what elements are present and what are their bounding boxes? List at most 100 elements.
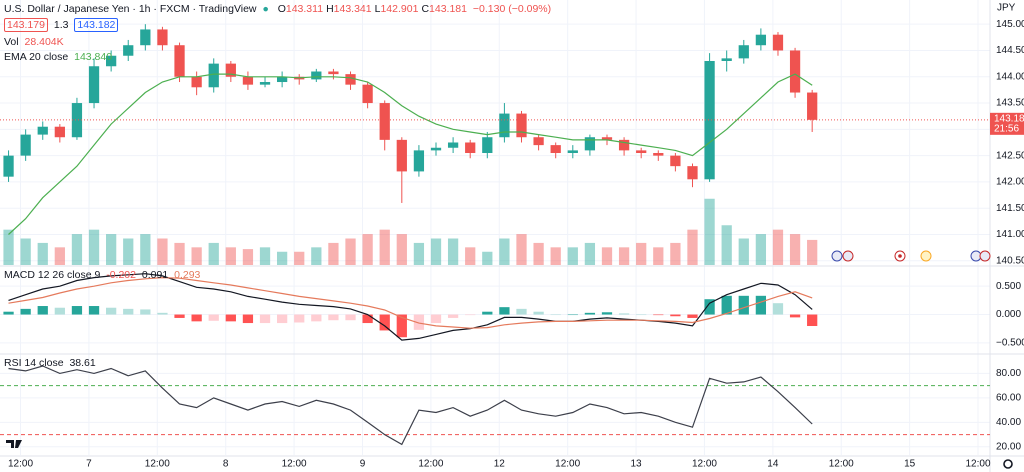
y-tick-label: 80.00 bbox=[996, 368, 1021, 379]
candle-body bbox=[550, 145, 561, 154]
histogram-bar bbox=[140, 309, 151, 315]
rsi-line bbox=[8, 365, 813, 446]
event-icons[interactable] bbox=[831, 250, 991, 262]
histogram-bar bbox=[54, 307, 65, 315]
candle-body bbox=[465, 142, 476, 154]
candle-body bbox=[618, 139, 630, 151]
volume-bar bbox=[3, 229, 14, 265]
volume-bar bbox=[20, 238, 31, 265]
ohlc-label: H bbox=[326, 3, 334, 15]
volume-bar bbox=[276, 251, 288, 265]
histogram-bar bbox=[755, 295, 767, 315]
event-flag[interactable] bbox=[831, 250, 843, 262]
histogram-bar bbox=[294, 314, 305, 323]
histogram-bar bbox=[242, 314, 254, 324]
candle-body bbox=[516, 113, 527, 138]
histogram-bar bbox=[447, 314, 459, 318]
x-tick-label: 12:00 bbox=[418, 459, 443, 470]
volume-bar bbox=[362, 234, 373, 265]
volume-bar bbox=[772, 229, 784, 265]
histogram-bar bbox=[20, 308, 31, 315]
symbol[interactable]: U.S. Dollar / Japanese Yen · 1h · FXCM ·… bbox=[4, 3, 257, 15]
ohlc-value: 143.311 bbox=[285, 3, 324, 15]
volume-bar bbox=[413, 242, 425, 265]
histogram-bar bbox=[362, 314, 373, 324]
volume-bar bbox=[225, 247, 236, 265]
candle-body bbox=[71, 103, 83, 138]
event-flag[interactable] bbox=[842, 250, 854, 262]
signal-line bbox=[8, 276, 813, 329]
volume-bar bbox=[157, 238, 168, 265]
volume-label: Vol bbox=[4, 36, 19, 48]
volume-bar bbox=[71, 234, 83, 265]
histogram-bar bbox=[3, 311, 14, 315]
candle-body bbox=[242, 76, 254, 85]
candle-body bbox=[738, 45, 749, 59]
buy-button[interactable]: 143.182 bbox=[74, 18, 119, 32]
event-flag[interactable] bbox=[920, 250, 932, 262]
y-tick-label: 141.500 bbox=[996, 203, 1024, 214]
volume-bar bbox=[601, 247, 613, 265]
candle-body bbox=[636, 150, 647, 154]
candle-body bbox=[328, 71, 339, 75]
volume-bar bbox=[294, 251, 305, 265]
histogram-bar bbox=[413, 314, 425, 330]
candle-body bbox=[140, 29, 151, 46]
ema-legend: EMA 20 close 143.840 bbox=[4, 51, 115, 63]
volume-bar bbox=[738, 238, 749, 265]
histogram-bar bbox=[567, 314, 578, 316]
histogram-bar bbox=[396, 314, 407, 338]
y-tick-label: 0.500 bbox=[996, 281, 1021, 292]
volume-bar bbox=[636, 242, 647, 265]
volume-bar bbox=[499, 238, 510, 265]
candle-body bbox=[20, 134, 31, 156]
candle-body bbox=[601, 137, 613, 140]
event-flag[interactable] bbox=[979, 250, 991, 262]
ohlc-label: L bbox=[374, 3, 381, 15]
histogram-bar bbox=[379, 314, 390, 331]
volume-bar bbox=[37, 242, 48, 265]
histogram-bar bbox=[550, 314, 561, 316]
price-tag-label: 143.181 bbox=[994, 113, 1024, 124]
volume-bar bbox=[242, 249, 254, 265]
y-tick-label: 144.500 bbox=[996, 45, 1024, 56]
histogram-bar bbox=[584, 312, 596, 315]
price-tag bbox=[990, 112, 1024, 135]
histogram-bar bbox=[482, 311, 493, 315]
volume-bar bbox=[618, 247, 630, 265]
candle-body bbox=[54, 126, 65, 138]
y-tick-label: 0.000 bbox=[996, 309, 1021, 320]
candle-body bbox=[259, 82, 271, 85]
candle-body bbox=[106, 55, 117, 67]
candle-body bbox=[755, 34, 767, 46]
volume-bar bbox=[755, 234, 767, 265]
currency: JPY bbox=[997, 3, 1016, 14]
histogram-bar bbox=[345, 314, 356, 321]
candle-body bbox=[687, 166, 698, 180]
volume-bar bbox=[259, 247, 271, 265]
x-tick-label: 15 bbox=[904, 459, 916, 470]
candle-body bbox=[174, 45, 185, 77]
candle-body bbox=[345, 74, 356, 85]
rsi-title: RSI 14 close bbox=[4, 357, 64, 369]
macd-legend: MACD 12 26 close 9 -0.202 0.091 0.293 bbox=[4, 269, 203, 281]
candle-body bbox=[191, 76, 202, 88]
rsi-legend: RSI 14 close 38.61 bbox=[4, 357, 99, 369]
x-tick-label: 12:00 bbox=[829, 459, 854, 470]
x-tick-label: 12:00 bbox=[555, 459, 580, 470]
candle-body bbox=[88, 66, 100, 104]
histogram-bar bbox=[430, 314, 442, 324]
trade-buttons: 143.179 1.3 143.182 bbox=[4, 18, 121, 32]
candle-body bbox=[704, 60, 715, 180]
ohlc-label: O bbox=[277, 3, 286, 15]
volume-legend: Vol 28.404K bbox=[4, 36, 67, 48]
logo[interactable] bbox=[6, 440, 22, 448]
candle-body bbox=[567, 150, 578, 154]
volume-bar bbox=[191, 247, 202, 265]
settings-icon[interactable] bbox=[1003, 459, 1013, 469]
sell-button[interactable]: 143.179 bbox=[4, 18, 48, 32]
histogram-bar bbox=[687, 314, 698, 318]
histogram-bar bbox=[653, 314, 664, 316]
x-tick-label: 14 bbox=[767, 459, 779, 470]
